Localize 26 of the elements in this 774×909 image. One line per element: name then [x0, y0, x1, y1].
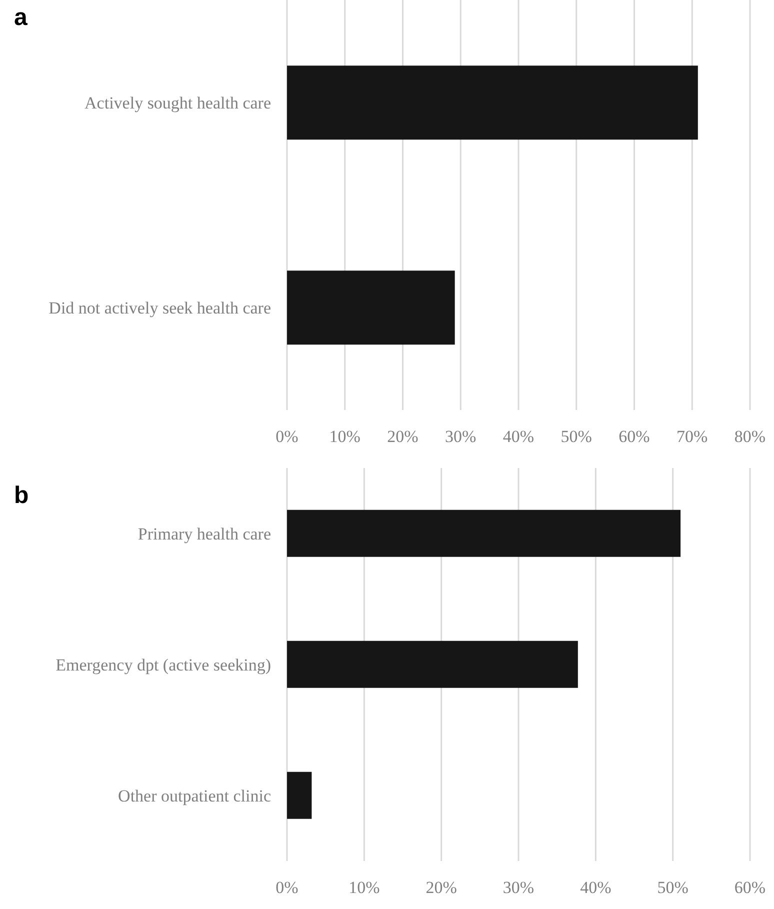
y-tick-label: Did not actively seek health care — [48, 298, 271, 318]
text: b — [14, 482, 29, 510]
x-tick-label: 10% — [329, 427, 360, 446]
x-tick-label: 70% — [676, 427, 708, 446]
x-tick-label: 30% — [445, 427, 476, 446]
x-tick-label: 40% — [580, 878, 612, 898]
x-tick-label: 30% — [502, 878, 534, 898]
x-tick-label: 10% — [348, 878, 380, 898]
x-tick-label: 60% — [618, 427, 650, 446]
bar — [287, 772, 312, 819]
bar — [287, 640, 578, 688]
x-tick-label: 0% — [276, 427, 298, 446]
x-tick-label: 40% — [502, 427, 534, 446]
x-tick-label: 50% — [560, 427, 592, 446]
text: a — [14, 4, 28, 32]
x-tick-label: 50% — [657, 878, 688, 898]
y-tick-label: Primary health care — [138, 524, 271, 544]
y-tick-label: Actively sought health care — [84, 94, 271, 113]
bar — [287, 510, 681, 557]
x-tick-label: 80% — [734, 427, 766, 446]
x-tick-label: 20% — [387, 427, 418, 446]
x-tick-label: 0% — [276, 878, 298, 898]
x-tick-label: 60% — [734, 878, 766, 898]
y-tick-label: Other outpatient clinic — [118, 786, 272, 806]
x-tick-label: 20% — [426, 878, 457, 898]
y-tick-label: Emergency dpt (active seeking) — [56, 656, 271, 675]
